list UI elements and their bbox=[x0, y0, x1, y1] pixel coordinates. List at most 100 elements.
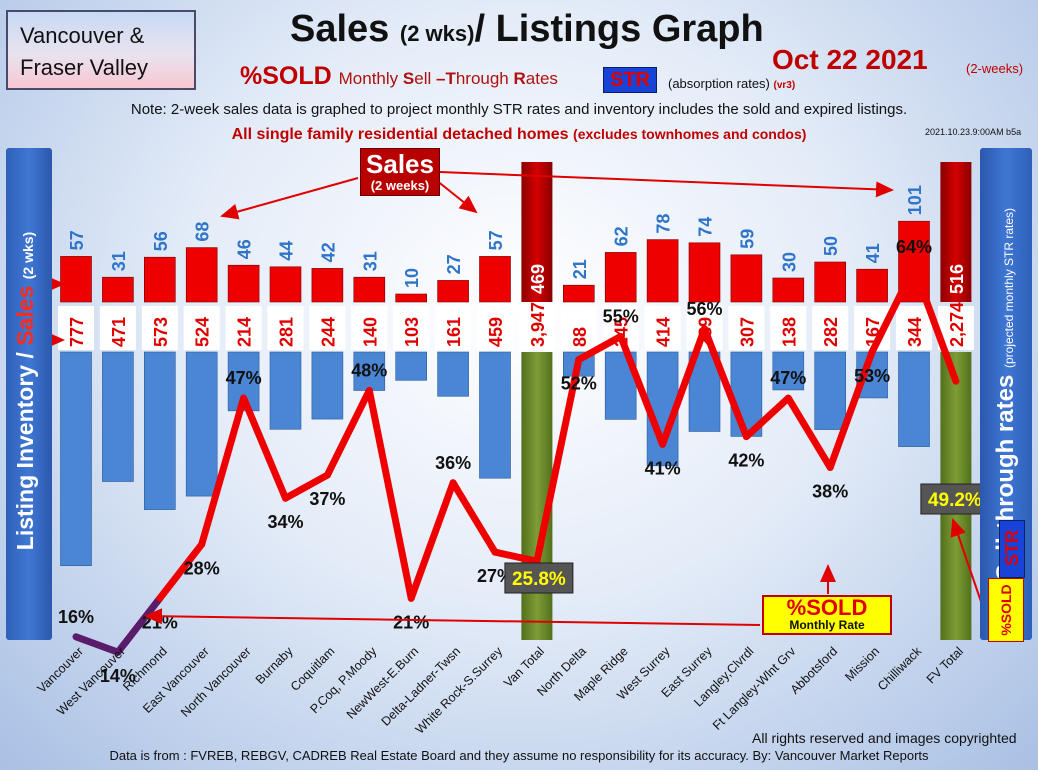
str-line-segment bbox=[407, 479, 457, 602]
sales-value-label: 74 bbox=[696, 217, 716, 237]
subtitle-ates: ates bbox=[525, 69, 558, 88]
callout-arrow bbox=[439, 171, 894, 198]
footer-source: Data is from : FVREB, REBGV, CADREB Real… bbox=[109, 748, 929, 763]
sold-callout-sub: Monthly Rate bbox=[789, 618, 865, 632]
sales-value-label: 42 bbox=[318, 242, 338, 262]
inventory-label-bg bbox=[351, 306, 388, 350]
inventory-value-label: 777 bbox=[67, 317, 87, 347]
str-point bbox=[366, 387, 373, 394]
sales-value-label: 27 bbox=[444, 254, 464, 274]
category-label: Ft Langley-Wlnt Grv bbox=[710, 644, 799, 733]
sales-value-label: 21 bbox=[570, 259, 590, 279]
inventory-value-label: 244 bbox=[318, 317, 338, 347]
left-axis-label: Listing Inventory / Sales (2 wks) bbox=[2, 161, 48, 621]
subtitle-t: T bbox=[445, 69, 456, 88]
inventory-label-bg bbox=[183, 306, 220, 350]
category-label: Chilliwack bbox=[875, 644, 925, 694]
sales-bar bbox=[395, 293, 428, 303]
title-paren: (2 wks) bbox=[399, 21, 475, 46]
str-point bbox=[743, 433, 750, 440]
pct-value-label: 47% bbox=[770, 368, 806, 388]
inventory-value-label: 138 bbox=[779, 317, 799, 347]
inventory-label-bg bbox=[141, 306, 178, 350]
sales-bar bbox=[479, 256, 511, 303]
str-line-segment bbox=[198, 394, 248, 548]
str-line-segment bbox=[617, 333, 667, 448]
str-line-segment bbox=[323, 386, 373, 479]
inventory-label-bg bbox=[309, 306, 346, 350]
inventory-label-bg bbox=[477, 306, 513, 350]
inventory-value-label: 214 bbox=[235, 317, 255, 347]
inventory-label-bg bbox=[770, 306, 807, 350]
inventory-label-bg bbox=[225, 306, 262, 350]
category-label: Burnaby bbox=[253, 644, 296, 687]
sales-value-label: 30 bbox=[779, 252, 799, 272]
str-line-segment bbox=[826, 348, 876, 471]
sales-bar bbox=[688, 242, 721, 303]
str-point bbox=[156, 595, 163, 602]
absorption-note: (absorption rates) (vr3) bbox=[668, 76, 795, 91]
str-point bbox=[827, 464, 834, 471]
pct-value-label: 53% bbox=[854, 366, 890, 386]
total-pct-label: 49.2% bbox=[928, 490, 982, 511]
str-point bbox=[492, 549, 498, 556]
sales-bar bbox=[353, 276, 386, 303]
callout-arrow bbox=[144, 608, 761, 626]
inventory-value-label: 103 bbox=[402, 317, 422, 347]
pct-value-label: 55% bbox=[603, 307, 639, 327]
category-label: Mission bbox=[842, 644, 882, 684]
str-badge: STR bbox=[603, 67, 657, 93]
inventory-label-bg bbox=[644, 306, 681, 350]
sales-value-label: 46 bbox=[235, 239, 255, 259]
subtitle-s: S bbox=[402, 69, 415, 88]
inventory-bar bbox=[814, 351, 847, 430]
str-point bbox=[240, 395, 247, 402]
pct-value-label: 48% bbox=[351, 360, 387, 380]
inventory-bar bbox=[437, 351, 469, 397]
inventory-value-label: 161 bbox=[444, 317, 464, 347]
report-date-sub: (2-weeks) bbox=[966, 61, 1024, 76]
subtitle: %SOLD Monthly Sell –Through Rates bbox=[240, 62, 558, 91]
str-point bbox=[198, 541, 205, 548]
sales-bar bbox=[562, 284, 595, 303]
sold-vertical-text: %SOLD bbox=[998, 584, 1014, 636]
sales-value-label: 31 bbox=[109, 251, 129, 271]
inventory-value-label: 344 bbox=[905, 317, 925, 347]
pct-value-label: 27% bbox=[477, 566, 513, 586]
sales-value-label: 59 bbox=[737, 229, 757, 249]
sales-value-label: 101 bbox=[905, 185, 925, 215]
subtitle-ell: ell bbox=[414, 69, 436, 88]
pct-value-label: 42% bbox=[728, 451, 764, 471]
callout-arrow bbox=[435, 179, 478, 214]
sales-value-label: 57 bbox=[67, 230, 87, 250]
inventory-value-label: 3,947 bbox=[528, 302, 548, 347]
sales-bar bbox=[646, 239, 679, 303]
sold-vertical-badge: %SOLD bbox=[988, 578, 1024, 642]
note-scope-main: All single family residential detached h… bbox=[231, 126, 569, 143]
pct-value-label: 41% bbox=[645, 458, 681, 478]
str-line-segment bbox=[575, 333, 625, 364]
sales-value-label: 56 bbox=[151, 231, 171, 251]
inventory-value-label: 282 bbox=[821, 317, 841, 347]
str-line-segment bbox=[491, 548, 541, 565]
version-tag: (vr3) bbox=[773, 80, 796, 91]
sold-callout: %SOLD Monthly Rate bbox=[762, 595, 892, 635]
left-axis-sales: Sales bbox=[12, 285, 38, 346]
inventory-value-label: 414 bbox=[654, 317, 674, 347]
str-line-segment bbox=[868, 263, 918, 356]
inventory-bar bbox=[185, 351, 218, 497]
sales-bar-total bbox=[940, 162, 972, 302]
str-line-segment bbox=[282, 471, 331, 502]
inventory-label-bg bbox=[267, 306, 304, 350]
inventory-value-label: 307 bbox=[737, 317, 757, 347]
sales-bar bbox=[185, 247, 218, 303]
inventory-bar bbox=[353, 351, 386, 391]
inventory-label-bg bbox=[728, 306, 765, 350]
sales-value-label: 469 bbox=[528, 264, 548, 294]
str-point bbox=[952, 378, 959, 385]
sales-value-label: 41 bbox=[863, 243, 883, 263]
str-point bbox=[114, 649, 121, 656]
inventory-value-label: 281 bbox=[277, 317, 297, 347]
